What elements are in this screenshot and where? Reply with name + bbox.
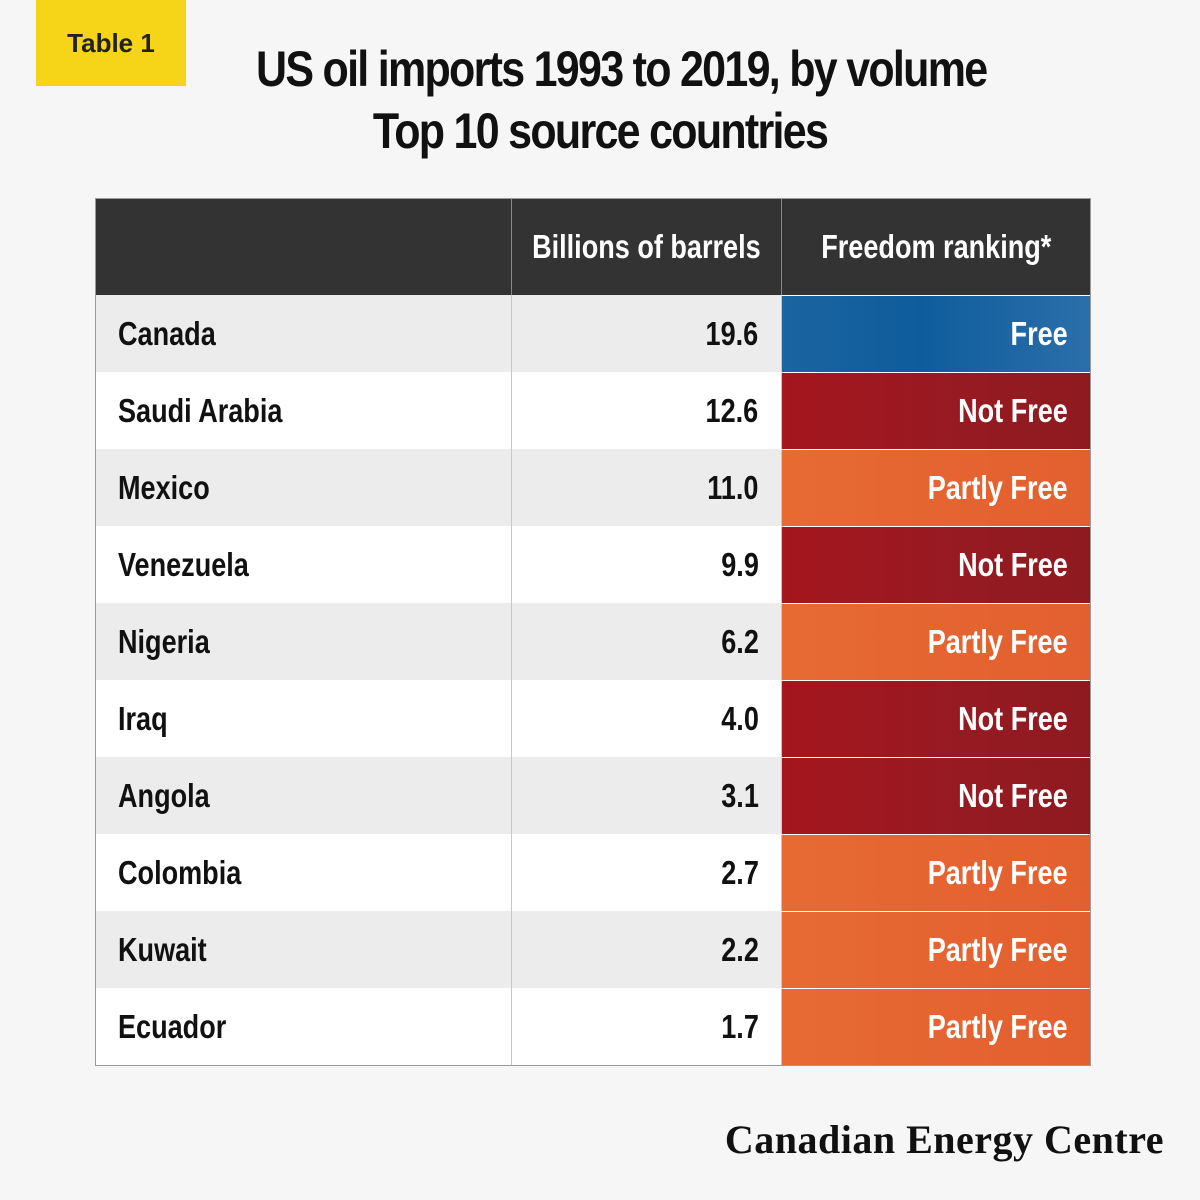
country-cell: Colombia (118, 853, 242, 891)
header-freedom-ranking: Freedom ranking* (780, 199, 1090, 295)
table-row: Angola 3.1 Not Free (96, 757, 1090, 834)
freedom-ranking-cell: Partly Free (780, 449, 1090, 526)
table-row: Mexico 11.0 Partly Free (96, 449, 1090, 526)
freedom-ranking-cell: Not Free (780, 680, 1090, 757)
freedom-ranking-cell: Not Free (780, 757, 1090, 834)
freedom-ranking-cell: Partly Free (780, 834, 1090, 911)
country-cell: Mexico (118, 468, 210, 506)
freedom-ranking-cell: Partly Free (780, 603, 1090, 680)
barrels-cell: 4.0 (511, 680, 780, 757)
table-row: Canada 19.6 Free (96, 295, 1090, 372)
barrels-cell: 9.9 (511, 526, 780, 603)
title-line-1: US oil imports 1993 to 2019, by volume (256, 41, 988, 97)
barrels-cell: 6.2 (511, 603, 780, 680)
country-cell: Angola (118, 776, 210, 814)
barrels-cell: 2.2 (511, 911, 780, 988)
data-table: Billions of barrels Freedom ranking* Can… (95, 198, 1091, 1066)
barrels-cell: 3.1 (511, 757, 780, 834)
table-row: Nigeria 6.2 Partly Free (96, 603, 1090, 680)
table-row: Ecuador 1.7 Partly Free (96, 988, 1090, 1065)
chart-title: US oil imports 1993 to 2019, by volume T… (256, 38, 988, 162)
table-row: Colombia 2.7 Partly Free (96, 834, 1090, 911)
header-country (96, 199, 511, 295)
freedom-ranking-cell: Partly Free (780, 911, 1090, 988)
table-row: Kuwait 2.2 Partly Free (96, 911, 1090, 988)
barrels-cell: 1.7 (511, 988, 780, 1065)
canadian-energy-centre-logo: Canadian Energy Centre (724, 1117, 1164, 1162)
barrels-cell: 12.6 (511, 372, 780, 449)
header-barrels: Billions of barrels (510, 199, 781, 295)
table-body: Canada 19.6 Free Saudi Arabia 12.6 Not Free Me… (96, 295, 1090, 1065)
barrels-cell: 2.7 (511, 834, 780, 911)
freedom-ranking-cell: Free (780, 295, 1090, 372)
country-cell: Saudi Arabia (118, 391, 283, 429)
barrels-cell: 19.6 (511, 295, 780, 372)
barrels-cell: 11.0 (511, 449, 780, 526)
table-header-row: Billions of barrels Freedom ranking* (96, 199, 1090, 295)
country-cell: Canada (118, 314, 216, 352)
table-row: Iraq 4.0 Not Free (96, 680, 1090, 757)
country-cell: Nigeria (118, 622, 210, 660)
country-cell: Iraq (118, 699, 168, 737)
badge-label: Table 1 (67, 27, 155, 58)
title-line-2: Top 10 source countries (372, 103, 829, 159)
freedom-ranking-cell: Partly Free (780, 988, 1090, 1065)
freedom-ranking-cell: Not Free (780, 526, 1090, 603)
table-number-badge: Table 1 (36, 0, 186, 86)
country-cell: Kuwait (118, 930, 207, 968)
country-cell: Ecuador (118, 1007, 227, 1045)
table-row: Venezuela 9.9 Not Free (96, 526, 1090, 603)
freedom-ranking-cell: Not Free (780, 372, 1090, 449)
table-row: Saudi Arabia 12.6 Not Free (96, 372, 1090, 449)
country-cell: Venezuela (118, 545, 249, 583)
